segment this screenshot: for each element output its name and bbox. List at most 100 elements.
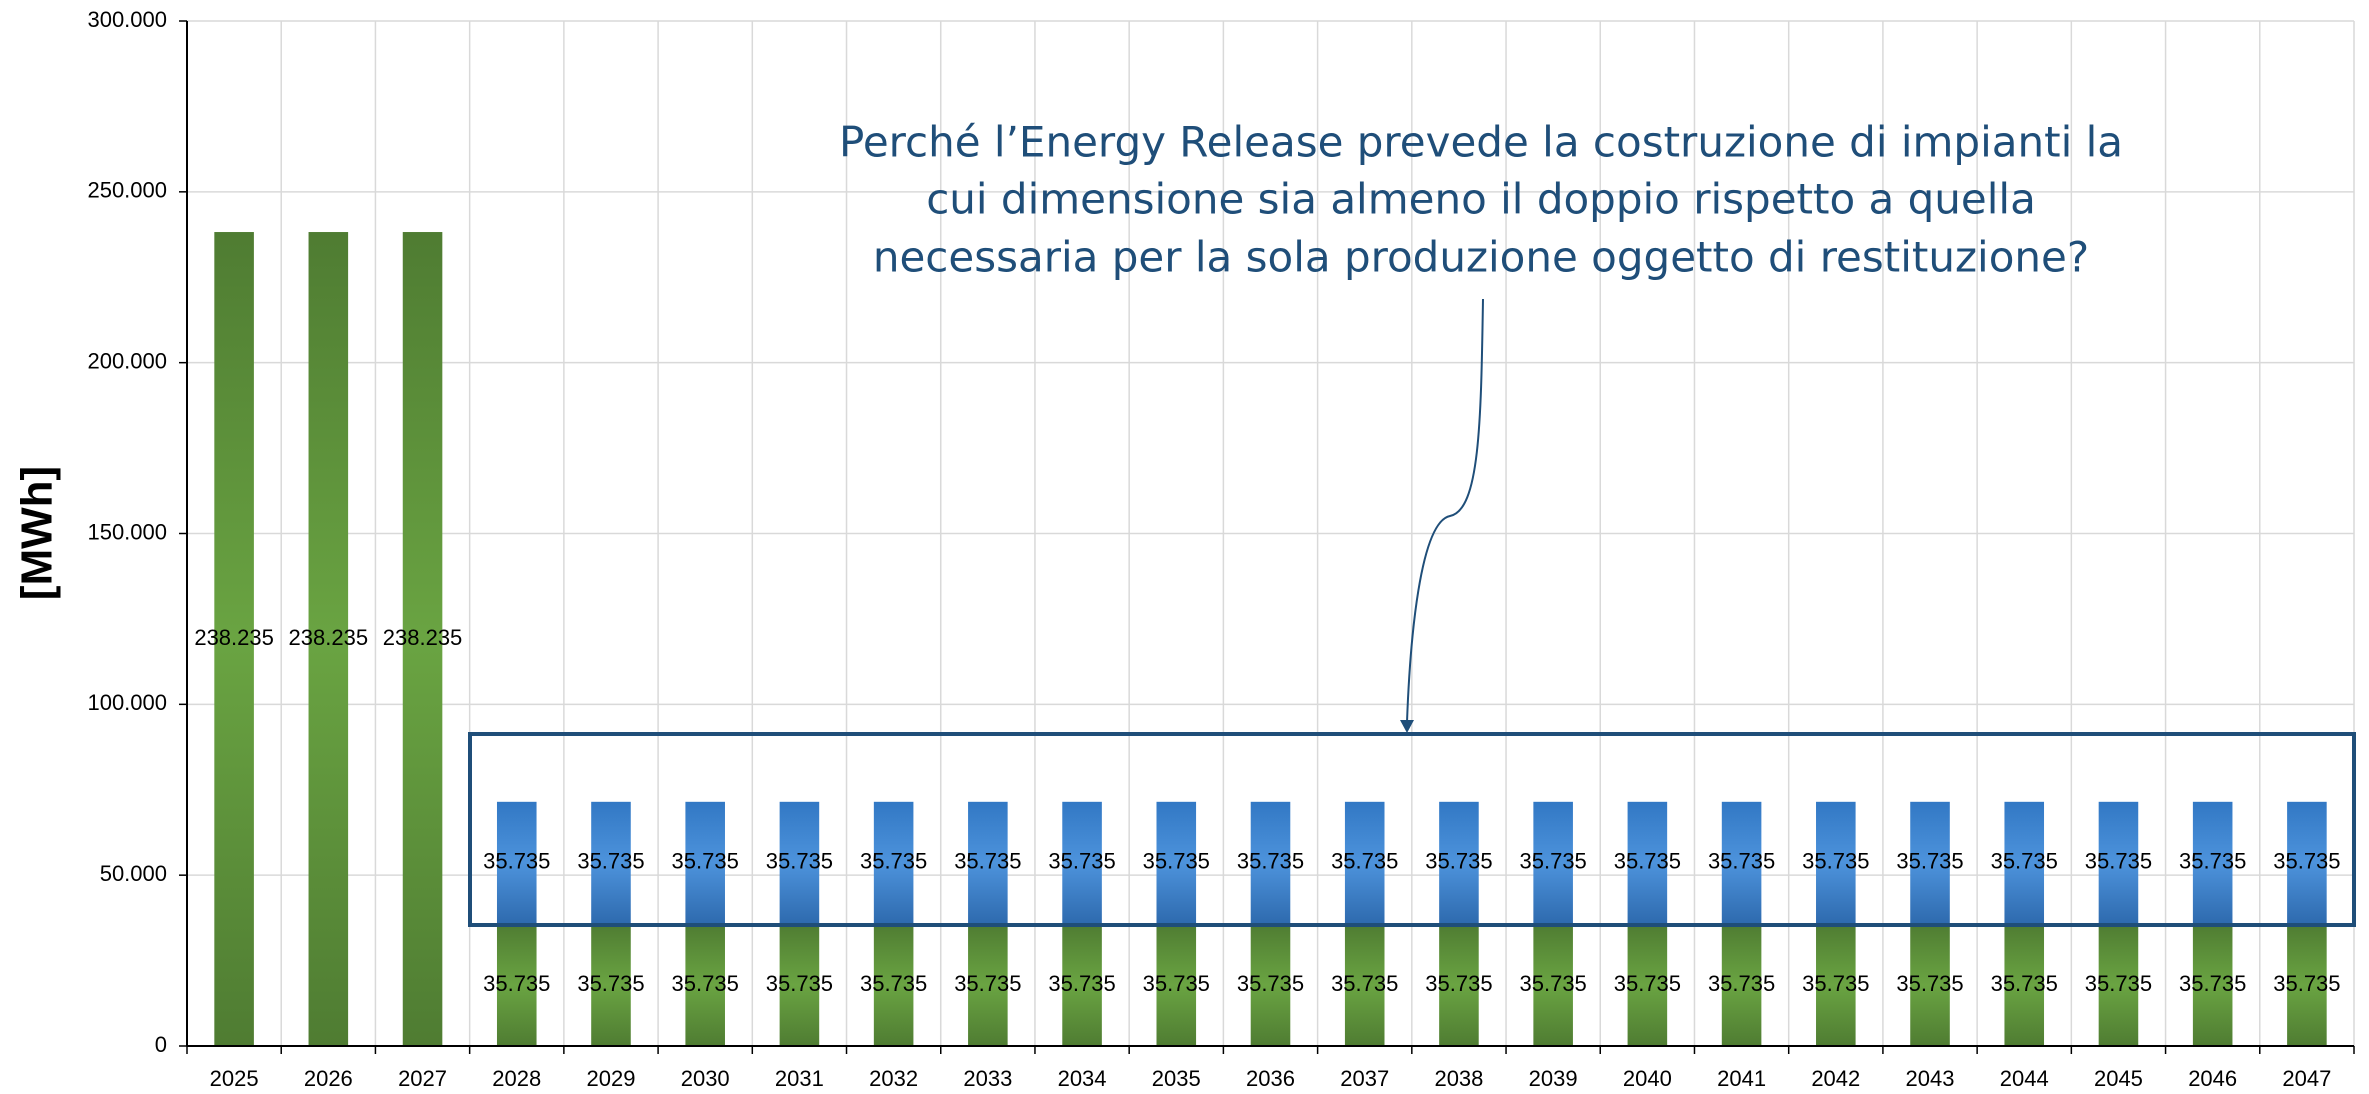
y-tick-label: 100.000 — [87, 690, 167, 715]
x-tick-label: 2035 — [1152, 1066, 1201, 1091]
bar-segment — [1439, 801, 1479, 924]
data-label: 35.735 — [2273, 971, 2340, 996]
bar-segment — [308, 232, 349, 1047]
arrow-head — [1400, 720, 1414, 733]
data-label: 35.735 — [766, 849, 833, 874]
x-tick-label: 2045 — [2094, 1066, 2143, 1091]
y-tick-label: 250.000 — [87, 178, 167, 203]
data-label: 35.735 — [1708, 849, 1775, 874]
data-label: 238.235 — [194, 625, 274, 650]
data-label: 35.735 — [1143, 971, 1210, 996]
bar-segment — [1910, 801, 1950, 924]
bar-segment — [496, 923, 537, 1046]
data-label: 35.735 — [1520, 849, 1587, 874]
data-label: 238.235 — [289, 625, 369, 650]
bar-segment — [685, 801, 725, 924]
y-tick-label: 50.000 — [100, 861, 167, 886]
bar-segment — [1250, 923, 1291, 1046]
x-tick-label: 2037 — [1340, 1066, 1389, 1091]
bar-segment — [685, 923, 725, 1046]
data-label: 35.735 — [2179, 849, 2246, 874]
x-tick-label: 2032 — [869, 1066, 918, 1091]
data-label: 35.735 — [2085, 971, 2152, 996]
bar-segment — [1816, 801, 1856, 924]
data-label: 35.735 — [672, 971, 739, 996]
x-tick-label: 2036 — [1246, 1066, 1295, 1091]
data-label: 35.735 — [1048, 849, 1115, 874]
data-label: 35.735 — [483, 849, 550, 874]
data-label: 35.735 — [954, 971, 1021, 996]
bar-segment — [402, 232, 443, 1047]
highlight-box — [468, 732, 2356, 927]
bar-segment — [1062, 801, 1102, 924]
x-tick-label: 2031 — [775, 1066, 824, 1091]
bar-segment — [1721, 801, 1762, 924]
annotation: cui dimensione sia almeno il doppio risp… — [926, 175, 2036, 224]
bar-segment — [1910, 923, 1950, 1046]
bar-segment — [1344, 801, 1385, 924]
arrow — [1406, 298, 1484, 723]
x-tick-label: 2025 — [210, 1066, 259, 1091]
data-label: 35.735 — [766, 971, 833, 996]
data-label: 35.735 — [860, 971, 927, 996]
data-label: 35.735 — [954, 849, 1021, 874]
data-label: 35.735 — [1425, 849, 1492, 874]
x-tick-label: 2026 — [304, 1066, 353, 1091]
y-axis-label: [MWh] — [13, 466, 62, 600]
bar-segment — [1627, 923, 1668, 1046]
grid — [187, 20, 2355, 1047]
x-tick-label: 2034 — [1058, 1066, 1107, 1091]
bar-segment — [1627, 801, 1668, 924]
bar-segment — [496, 801, 537, 924]
annotation: necessaria per la sola produzione oggett… — [873, 233, 2089, 282]
y-tick-label: 0 — [155, 1032, 167, 1057]
bar-segment — [2192, 801, 2233, 924]
data-label: 35.735 — [1614, 849, 1681, 874]
data-label: 35.735 — [2085, 849, 2152, 874]
y-tick-label: 300.000 — [87, 7, 167, 32]
data-label: 35.735 — [1896, 849, 1963, 874]
bar-segment — [1533, 923, 1573, 1046]
x-tick-label: 2030 — [681, 1066, 730, 1091]
bar-segment — [591, 801, 631, 924]
x-tick-label: 2041 — [1717, 1066, 1766, 1091]
bar-segment — [2098, 801, 2139, 924]
x-tick-label: 2043 — [1906, 1066, 1955, 1091]
bar-segment — [1156, 801, 1197, 924]
x-tick-label: 2028 — [492, 1066, 541, 1091]
x-tick-label: 2046 — [2188, 1066, 2237, 1091]
data-label: 35.735 — [1331, 971, 1398, 996]
x-tick-label: 2044 — [2000, 1066, 2049, 1091]
bar-segment — [2287, 801, 2327, 924]
annotation: Perché l’Energy Release prevede la costr… — [839, 118, 2123, 167]
data-label: 35.735 — [1331, 849, 1398, 874]
data-label: 35.735 — [1237, 849, 1304, 874]
data-label: 35.735 — [1237, 971, 1304, 996]
data-label: 35.735 — [2273, 849, 2340, 874]
bars — [214, 232, 2327, 1047]
x-tick-label: 2047 — [2282, 1066, 2331, 1091]
bar-segment — [1250, 801, 1291, 924]
data-label: 35.735 — [860, 849, 927, 874]
bar-segment — [1062, 923, 1102, 1046]
data-label: 35.735 — [1048, 971, 1115, 996]
x-tick-label: 2029 — [587, 1066, 636, 1091]
data-label: 35.735 — [1614, 971, 1681, 996]
data-label: 35.735 — [577, 849, 644, 874]
data-label: 35.735 — [1425, 971, 1492, 996]
x-tick-label: 2042 — [1811, 1066, 1860, 1091]
data-label: 35.735 — [577, 971, 644, 996]
data-label: 35.735 — [483, 971, 550, 996]
data-label: 35.735 — [672, 849, 739, 874]
y-tick-label: 150.000 — [87, 519, 167, 544]
bar-segment — [1344, 923, 1385, 1046]
x-tick-label: 2039 — [1529, 1066, 1578, 1091]
x-tick-label: 2038 — [1434, 1066, 1483, 1091]
x-tick-label: 2027 — [398, 1066, 447, 1091]
data-label: 35.735 — [1802, 849, 1869, 874]
bar-segment — [779, 923, 820, 1046]
bar-segment — [779, 801, 820, 924]
y-tick-label: 200.000 — [87, 348, 167, 373]
bar-segment — [2192, 923, 2233, 1046]
